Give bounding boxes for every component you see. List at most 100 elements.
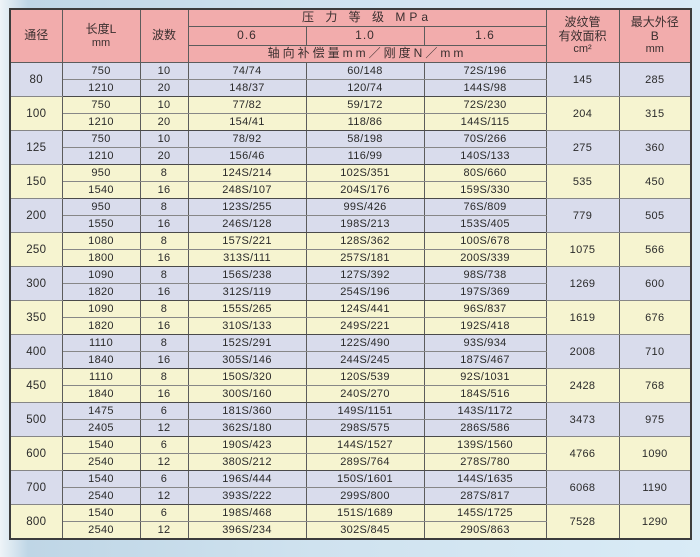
waves-cell: 8 (139, 164, 189, 182)
table-row: 1540 16 248S/107 204S/176 159S/330 (10, 181, 691, 199)
table-row: 450 1110 8 150S/320 120S/539 92S/1031 2428 768 (9, 368, 692, 403)
length-cell: 1110 (61, 368, 141, 386)
table-row: 2540 12 393S/222 299S/800 287S/817 (10, 487, 691, 505)
compensation-stiffness-0-6-cell: 300S/160 (187, 385, 307, 403)
compensation-stiffness-1-0-cell: 58/198 (305, 130, 425, 148)
compensation-stiffness-1-0-cell: 149S/1151 (305, 402, 425, 420)
table-row: 1210 20 156/46 116/99 140S/133 (10, 147, 691, 165)
compensation-stiffness-1-0-cell: 198S/213 (305, 215, 425, 233)
compensation-stiffness-1-6-cell: 290S/863 (423, 521, 547, 540)
compensation-stiffness-1-6-cell: 187S/467 (423, 351, 547, 369)
waves-cell: 6 (139, 402, 189, 420)
compensation-stiffness-0-6-cell: 154/41 (187, 113, 307, 131)
length-unit: mm (91, 36, 111, 49)
header-row-2: 0.6 1.0 1.6 (10, 26, 691, 46)
length-cell: 1820 (61, 283, 141, 301)
diameter-cell: 250 (9, 232, 63, 267)
length-cell: 1475 (61, 402, 141, 420)
compensation-stiffness-0-6-cell: 305S/146 (187, 351, 307, 369)
compensation-stiffness-1-6-cell: 96S/837 (423, 300, 547, 318)
compensation-stiffness-0-6-cell: 396S/234 (187, 521, 307, 540)
compensation-stiffness-0-6-cell: 393S/222 (187, 487, 307, 505)
length-cell: 1840 (61, 351, 141, 369)
compensation-stiffness-0-6-cell: 156S/238 (187, 266, 307, 284)
outer-diameter-cell: 768 (618, 368, 692, 403)
waves-cell: 6 (139, 504, 189, 522)
compensation-stiffness-0-6-cell: 310S/133 (187, 317, 307, 335)
outer-diameter-cell: 360 (618, 130, 692, 165)
effective-area-cell: 7528 (545, 504, 620, 540)
effective-area-cell: 3473 (545, 402, 620, 437)
compensation-stiffness-1-0-cell: 116/99 (305, 147, 425, 165)
table-row: 350 1090 8 155S/265 124S/441 96S/837 1619 676 (9, 300, 692, 335)
waves-cell: 20 (139, 113, 189, 131)
diameter-cell: 100 (9, 96, 63, 131)
length-cell: 950 (61, 198, 141, 216)
compensation-stiffness-0-6-cell: 123S/255 (187, 198, 307, 216)
waves-cell: 8 (139, 300, 189, 318)
effective-area-cell: 2428 (545, 368, 620, 403)
compensation-stiffness-1-6-cell: 72S/230 (423, 96, 547, 114)
diameter-cell: 300 (9, 266, 63, 301)
waves-cell: 8 (139, 368, 189, 386)
compensation-stiffness-1-0-cell: 289S/764 (305, 453, 425, 471)
table-row: 1840 16 305S/146 244S/245 187S/467 (10, 351, 691, 369)
table-row: 1840 16 300S/160 240S/270 184S/516 (10, 385, 691, 403)
diameter-cell: 450 (9, 368, 63, 403)
diameter-cell: 150 (9, 164, 63, 199)
table-row: 150 950 8 124S/214 102S/351 80S/660 535 450 (9, 164, 692, 199)
diameter-cell: 400 (9, 334, 63, 369)
col-header-length: 长度L mm (61, 8, 141, 63)
compensation-stiffness-1-6-cell: 144S/98 (423, 79, 547, 97)
length-cell: 1550 (61, 215, 141, 233)
table-row: 300 1090 8 156S/238 127S/392 98S/738 1269 600 (9, 266, 692, 301)
compensation-stiffness-1-0-cell: 60/148 (305, 62, 425, 80)
effective-area-cell: 1075 (545, 232, 620, 267)
od-label-line2: B (650, 28, 659, 43)
waves-cell: 12 (139, 419, 189, 437)
table-row: 800 1540 6 198S/468 151S/1689 145S/1725 7528 12… (9, 504, 692, 540)
waves-cell: 16 (139, 181, 189, 199)
waves-cell: 16 (139, 249, 189, 267)
table-row: 80 750 10 74/74 60/148 72S/196 145 285 (9, 62, 692, 97)
compensation-header: 轴向补偿量mm／刚度N／mm (187, 45, 547, 63)
table-row: 600 1540 6 190S/423 144S/1527 139S/1560 4766 10… (9, 436, 692, 471)
effective-area-cell: 535 (545, 164, 620, 199)
compensation-stiffness-1-6-cell: 98S/738 (423, 266, 547, 284)
compensation-stiffness-1-0-cell: 124S/441 (305, 300, 425, 318)
compensation-stiffness-1-6-cell: 143S/1172 (423, 402, 547, 420)
compensation-stiffness-0-6-cell: 246S/128 (187, 215, 307, 233)
diameter-label: 通径 (24, 28, 49, 43)
compensation-stiffness-1-6-cell: 139S/1560 (423, 436, 547, 454)
table-row: 250 1080 8 157S/221 128S/362 100S/678 1075 566 (9, 232, 692, 267)
waves-cell: 16 (139, 317, 189, 335)
length-cell: 1820 (61, 317, 141, 335)
effective-area-cell: 2008 (545, 334, 620, 369)
compensation-stiffness-0-6-cell: 190S/423 (187, 436, 307, 454)
waves-cell: 8 (139, 198, 189, 216)
compensation-stiffness-0-6-cell: 148/37 (187, 79, 307, 97)
col-header-waves: 波数 (139, 8, 189, 63)
waves-cell: 8 (139, 232, 189, 250)
compensation-stiffness-1-0-cell: 240S/270 (305, 385, 425, 403)
outer-diameter-cell: 505 (618, 198, 692, 233)
diameter-cell: 80 (9, 62, 63, 97)
waves-label: 波数 (151, 28, 176, 43)
compensation-stiffness-1-0-cell: 257S/181 (305, 249, 425, 267)
length-cell: 1210 (61, 113, 141, 131)
od-label-line1: 最大外径 (630, 14, 679, 29)
table-row: 1800 16 313S/111 257S/181 200S/339 (10, 249, 691, 267)
length-cell: 1090 (61, 300, 141, 318)
effective-area-cell: 275 (545, 130, 620, 165)
compensation-stiffness-0-6-cell: 380S/212 (187, 453, 307, 471)
length-cell: 2540 (61, 521, 141, 540)
compensation-stiffness-1-0-cell: 144S/1527 (305, 436, 425, 454)
table-header: 通径 长度L mm 波数 压 力 等 级 MPa 波纹管 有效面积 cm² 最大… (9, 8, 692, 63)
compensation-stiffness-1-0-cell: 120S/539 (305, 368, 425, 386)
effective-area-cell: 6068 (545, 470, 620, 505)
pressure-level-0-6: 0.6 (187, 26, 307, 46)
length-cell: 1540 (61, 470, 141, 488)
table-row: 1550 16 246S/128 198S/213 153S/405 (10, 215, 691, 233)
outer-diameter-cell: 315 (618, 96, 692, 131)
table-row: 1210 20 154/41 118/86 144S/115 (10, 113, 691, 131)
